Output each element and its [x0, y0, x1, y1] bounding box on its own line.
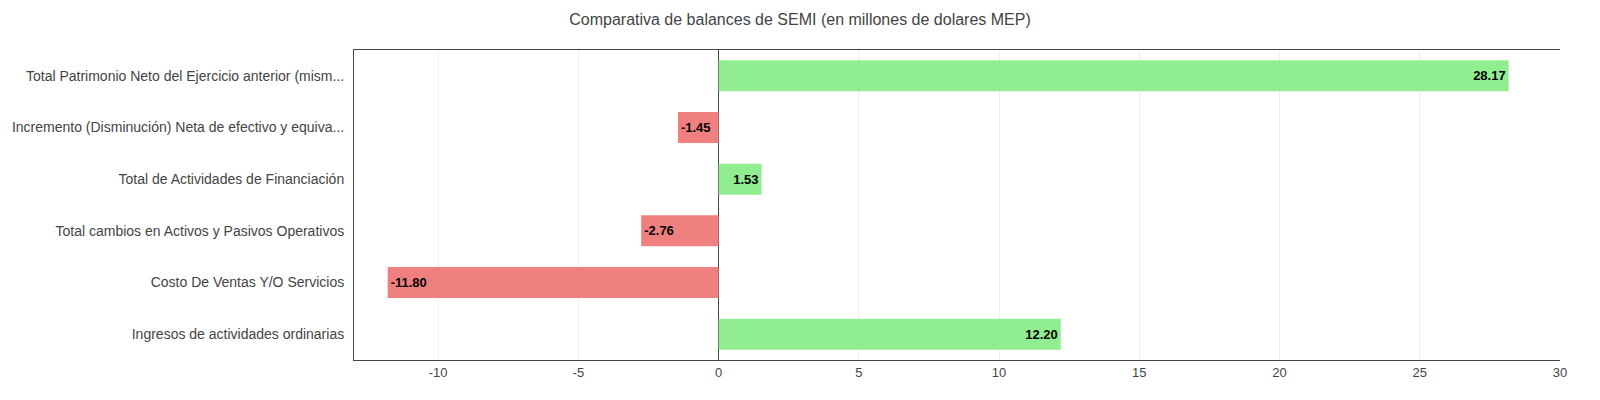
svg-text:1.53: 1.53 — [733, 172, 758, 187]
svg-text:20: 20 — [1272, 365, 1286, 380]
svg-text:Total cambios en Activos y Pas: Total cambios en Activos y Pasivos Opera… — [56, 223, 345, 239]
svg-text:0: 0 — [715, 365, 722, 380]
svg-text:Comparativa de balances de SEM: Comparativa de balances de SEMI (en mill… — [569, 11, 1031, 28]
svg-text:28.17: 28.17 — [1473, 68, 1506, 83]
svg-text:Incremento (Disminución) Neta: Incremento (Disminución) Neta de efectiv… — [12, 119, 344, 135]
svg-text:-10: -10 — [429, 365, 448, 380]
svg-text:12.20: 12.20 — [1025, 327, 1058, 342]
svg-text:10: 10 — [992, 365, 1006, 380]
svg-text:15: 15 — [1132, 365, 1146, 380]
svg-text:-1.45: -1.45 — [681, 120, 711, 135]
svg-text:Ingresos de actividades ordina: Ingresos de actividades ordinarias — [132, 326, 344, 342]
svg-text:Total de Actividades de Financ: Total de Actividades de Financiación — [118, 171, 344, 187]
svg-text:-2.76: -2.76 — [644, 223, 674, 238]
svg-text:-11.80: -11.80 — [391, 275, 427, 290]
svg-text:5: 5 — [855, 365, 862, 380]
svg-text:-5: -5 — [573, 365, 585, 380]
svg-text:Total Patrimonio Neto del Ejer: Total Patrimonio Neto del Ejercicio ante… — [26, 68, 344, 84]
svg-text:25: 25 — [1413, 365, 1427, 380]
svg-text:30: 30 — [1553, 365, 1567, 380]
svg-text:Costo De Ventas Y/O Servicios: Costo De Ventas Y/O Servicios — [151, 274, 345, 290]
